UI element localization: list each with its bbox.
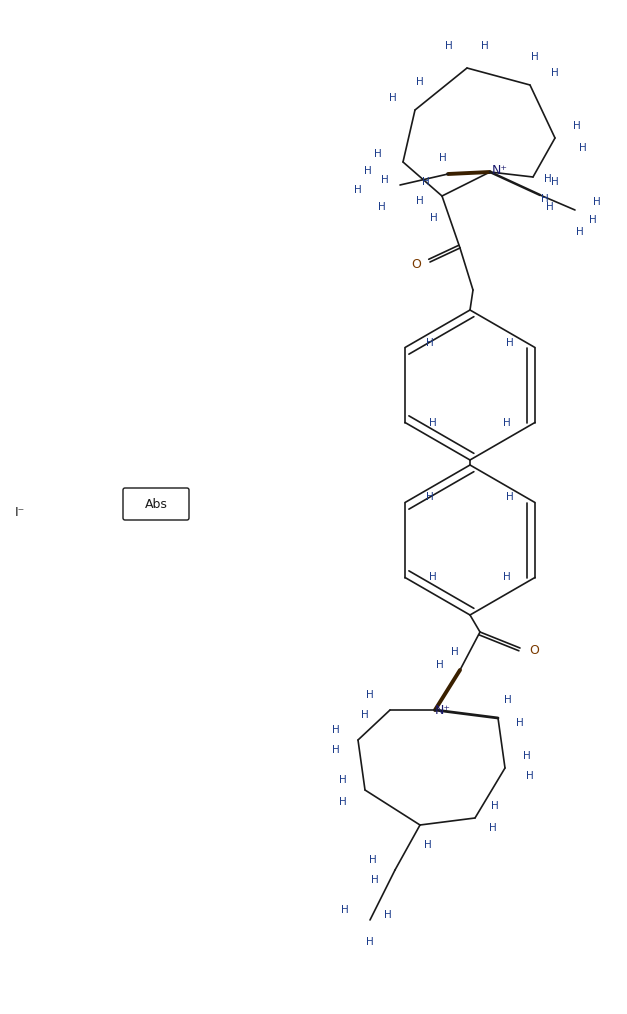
Text: H: H <box>546 202 554 212</box>
Text: H: H <box>491 801 499 811</box>
Text: H: H <box>416 77 424 87</box>
Text: H: H <box>364 166 372 176</box>
Text: H: H <box>378 202 386 212</box>
Text: H: H <box>361 710 369 720</box>
Text: H: H <box>523 751 531 760</box>
Text: N⁺: N⁺ <box>435 704 451 717</box>
Text: H: H <box>503 418 511 428</box>
Text: Abs: Abs <box>145 498 167 510</box>
Text: H: H <box>436 660 444 670</box>
Text: H: H <box>424 840 432 850</box>
FancyBboxPatch shape <box>123 488 189 520</box>
Text: N⁺: N⁺ <box>492 163 508 176</box>
Text: H: H <box>430 213 438 223</box>
Text: H: H <box>506 338 514 348</box>
Text: H: H <box>481 41 489 51</box>
Text: H: H <box>332 745 340 755</box>
Text: H: H <box>573 121 581 131</box>
Text: H: H <box>332 725 340 735</box>
Text: O: O <box>411 258 421 271</box>
Text: H: H <box>531 52 539 62</box>
Text: H: H <box>516 718 524 728</box>
Text: H: H <box>439 153 447 163</box>
Text: I⁻: I⁻ <box>15 506 25 518</box>
Text: H: H <box>366 690 374 700</box>
Text: H: H <box>374 149 382 159</box>
Text: H: H <box>489 823 497 832</box>
Text: H: H <box>445 41 453 51</box>
Text: H: H <box>339 775 347 785</box>
Text: H: H <box>354 185 362 195</box>
Text: H: H <box>589 215 597 225</box>
Text: H: H <box>369 855 377 865</box>
Text: H: H <box>339 797 347 807</box>
Text: H: H <box>389 93 397 103</box>
Text: H: H <box>451 647 459 657</box>
Text: H: H <box>371 875 379 885</box>
Text: H: H <box>579 143 587 153</box>
Text: H: H <box>422 177 430 187</box>
Text: O: O <box>529 644 539 656</box>
Text: H: H <box>503 573 511 582</box>
Text: H: H <box>429 418 437 428</box>
Text: H: H <box>504 695 512 705</box>
Text: H: H <box>506 493 514 503</box>
Text: H: H <box>526 771 534 781</box>
Text: H: H <box>416 196 424 206</box>
Text: H: H <box>551 68 559 78</box>
Text: H: H <box>544 174 552 184</box>
Text: H: H <box>366 937 374 947</box>
Text: H: H <box>341 906 349 915</box>
Text: H: H <box>384 910 392 920</box>
Text: H: H <box>576 227 584 237</box>
Text: H: H <box>381 175 389 185</box>
Text: H: H <box>541 194 549 204</box>
Text: H: H <box>593 197 601 207</box>
Text: H: H <box>426 338 434 348</box>
Text: H: H <box>551 177 559 187</box>
Text: H: H <box>429 573 437 582</box>
Text: H: H <box>426 493 434 503</box>
